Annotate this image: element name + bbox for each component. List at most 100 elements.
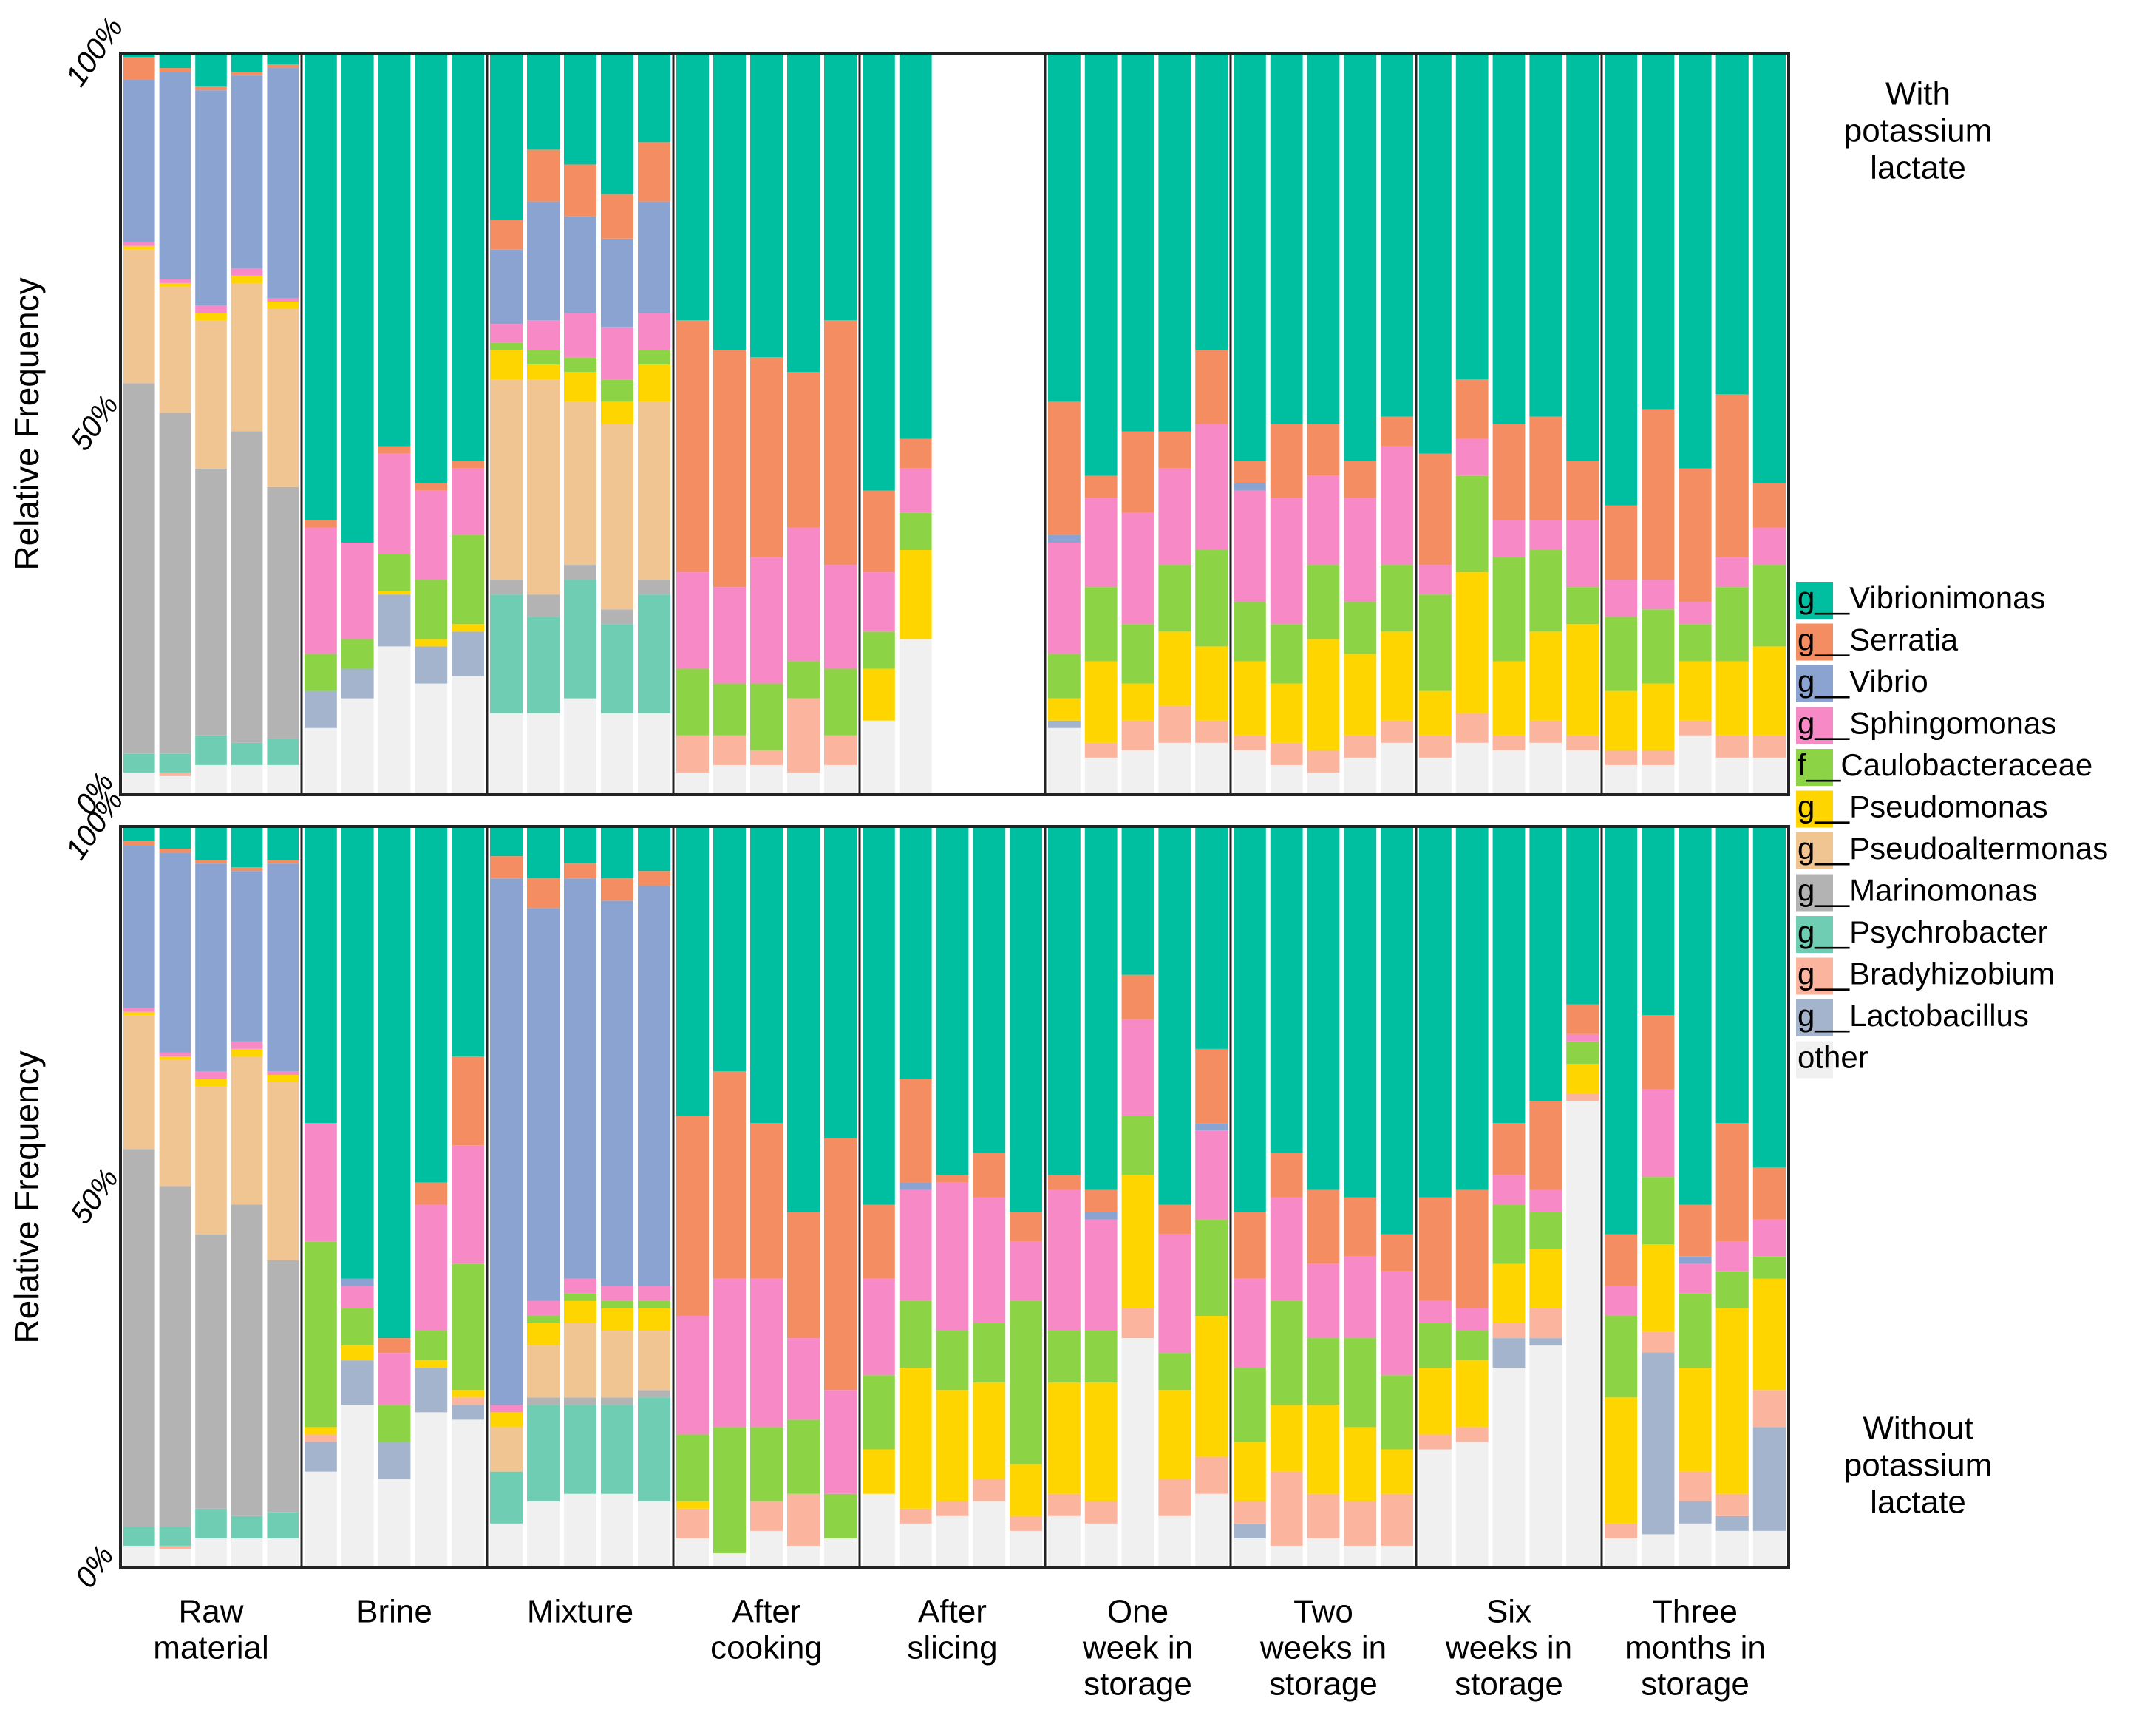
bar-segment-other — [341, 1405, 374, 1568]
bar-sample — [1234, 826, 1266, 1568]
bar-segment-caulobacteraceae — [601, 379, 633, 402]
bar-segment-serratia — [824, 1138, 857, 1391]
panel-label-line: lactate — [1870, 150, 1966, 186]
bar-segment-sphingomonas — [452, 1145, 484, 1264]
bar-segment-sphingomonas — [601, 1286, 633, 1301]
bar-segment-sphingomonas — [564, 1278, 596, 1294]
bar-segment-sphingomonas — [195, 305, 227, 313]
bar-sample — [1158, 53, 1191, 795]
bar-sample — [1121, 826, 1154, 1568]
bar-sample — [1566, 826, 1599, 1568]
legend-swatch — [1796, 1041, 1833, 1079]
bar-segment-pseudomonas — [601, 1308, 633, 1331]
bar-segment-marinomonas — [564, 565, 596, 580]
bar-segment-other — [1158, 742, 1191, 795]
bar-segment-bradyhizobium — [1084, 1501, 1118, 1524]
bar-segment-pseudomonas — [638, 1308, 670, 1331]
bar-sample — [1715, 826, 1749, 1568]
bar-segment-other — [1455, 742, 1489, 795]
bar-segment-sphingomonas — [1195, 424, 1228, 551]
bar-segment-vibrio — [638, 886, 670, 1286]
bar-segment-caulobacteraceae — [787, 661, 820, 699]
bar-sample — [787, 53, 820, 795]
bar-segment-pseudomonas — [601, 401, 633, 424]
bar-segment-serratia — [1195, 1048, 1228, 1124]
x-group-label: months in — [1625, 1630, 1766, 1666]
bar-segment-caulobacteraceae — [1455, 475, 1489, 573]
bar-segment-sphingomonas — [638, 1286, 670, 1301]
bar-segment-psychrobacter — [195, 1508, 227, 1538]
bar-segment-bradyhizobium — [1158, 705, 1191, 743]
bar-segment-caulobacteraceae — [1234, 1368, 1266, 1442]
bar-segment-serratia — [415, 483, 448, 491]
y-axis-label: Relative Frequency — [7, 1050, 46, 1343]
bar-segment-other — [1307, 1538, 1340, 1568]
bar-segment-sphingomonas — [1234, 1278, 1266, 1368]
bar-segment-bradyhizobium — [1679, 720, 1712, 736]
bar-sample — [1381, 53, 1413, 795]
bar-sample — [863, 53, 895, 795]
bar-segment-sphingomonas — [1752, 527, 1786, 566]
bar-segment-marinomonas — [195, 468, 227, 736]
bar-segment-caulobacteraceae — [1381, 1375, 1413, 1450]
bar-segment-other — [713, 764, 746, 795]
bar-segment-bradyhizobium — [1381, 1493, 1413, 1546]
bar-segment-bradyhizobium — [973, 1479, 1006, 1501]
bar-segment-other — [750, 1530, 783, 1568]
bar-segment-caulobacteraceae — [1419, 594, 1452, 691]
bar-segment-pseudomonas — [159, 282, 191, 287]
bar-segment-serratia — [676, 1116, 709, 1316]
bar-segment-sphingomonas — [1344, 498, 1377, 602]
legend-swatch — [1796, 790, 1833, 828]
bar-segment-serratia — [159, 849, 191, 853]
bar-sample — [1455, 53, 1489, 795]
bar-segment-pseudomonas — [1195, 1315, 1228, 1457]
bar-sample — [899, 53, 932, 795]
bar-segment-caulobacteraceae — [1492, 1204, 1526, 1264]
bar-segment-pseudomonas — [1195, 646, 1228, 721]
bar-segment-bradyhizobium — [1121, 1308, 1154, 1339]
bar-segment-lactobacillus — [305, 1442, 337, 1472]
bar-segment-sphingomonas — [527, 1300, 560, 1316]
bar-sample — [159, 53, 191, 795]
bar-segment-other — [1234, 750, 1266, 795]
bar-segment-pseudomonas — [231, 1048, 263, 1056]
bar-segment-vibrionimonas — [899, 53, 932, 439]
bar-segment-bradyhizobium — [1307, 750, 1340, 773]
bar-segment-vibrionimonas — [415, 53, 448, 483]
panel-label-line: potassium — [1844, 1447, 1993, 1484]
bar-segment-pseudomonas — [1121, 1175, 1154, 1308]
bar-segment-vibrio — [638, 201, 670, 313]
bar-segment-psychrobacter — [601, 1405, 633, 1494]
bar-segment-vibrionimonas — [601, 53, 633, 194]
bar-segment-vibrio — [527, 201, 560, 321]
bar-segment-serratia — [1121, 431, 1154, 513]
bar-segment-psychrobacter — [564, 1405, 596, 1494]
bar-segment-sphingomonas — [1010, 1241, 1042, 1301]
bar-sample — [564, 53, 596, 795]
bar-segment-vibrionimonas — [1158, 826, 1191, 1205]
bar-sample — [1679, 53, 1712, 795]
bar-segment-other — [1010, 1530, 1042, 1568]
bar-segment-caulobacteraceae — [787, 1419, 820, 1494]
bar-segment-sphingomonas — [1270, 498, 1303, 625]
bar-segment-vibrionimonas — [1344, 826, 1377, 1198]
bar-segment-pseudomonas — [1158, 1390, 1191, 1479]
bar-segment-pseudomonas — [123, 245, 155, 250]
bar-segment-pseudomonas — [231, 275, 263, 283]
bar-segment-caulobacteraceae — [1455, 1331, 1489, 1361]
bar-segment-other — [863, 1493, 895, 1568]
bar-segment-serratia — [231, 867, 263, 872]
bar-segment-serratia — [1010, 1212, 1042, 1242]
bar-segment-pseudoaltermonas — [638, 401, 670, 580]
bar-segment-lactobacillus — [1048, 720, 1081, 728]
bar-segment-caulobacteraceae — [378, 1405, 411, 1442]
bar-segment-vibrio — [123, 845, 155, 1008]
bar-segment-other — [1381, 1545, 1413, 1568]
bar-segment-serratia — [195, 860, 227, 864]
bar-segment-caulobacteraceae — [1679, 1293, 1712, 1368]
bar-segment-serratia — [1566, 461, 1599, 520]
bar-segment-other — [490, 713, 523, 795]
bar-segment-other — [564, 698, 596, 795]
bar-segment-caulobacteraceae — [1566, 587, 1599, 625]
